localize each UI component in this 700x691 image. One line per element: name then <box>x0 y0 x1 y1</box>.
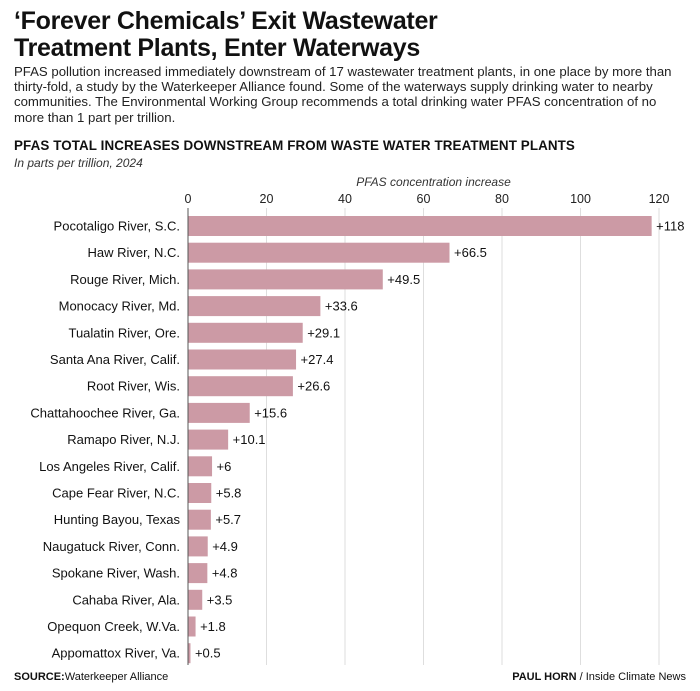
credit-author: PAUL HORN <box>512 671 577 683</box>
category-label: Cahaba River, Ala. <box>72 592 180 607</box>
value-label: +33.6 <box>325 299 358 314</box>
category-label: Root River, Wis. <box>87 379 180 394</box>
bar <box>188 216 652 236</box>
bar <box>188 349 297 370</box>
x-tick-label: 60 <box>417 192 431 206</box>
value-label: +0.5 <box>195 646 221 661</box>
category-label: Monocacy River, Md. <box>59 299 180 314</box>
x-tick-label: 80 <box>495 192 509 206</box>
category-label: Tualatin River, Ore. <box>68 325 180 340</box>
bar <box>188 242 450 263</box>
category-label: Cape Fear River, N.C. <box>52 486 180 501</box>
bar <box>188 322 303 343</box>
category-label: Pocotaligo River, S.C. <box>54 219 180 234</box>
category-label: Naugatuck River, Conn. <box>43 539 180 554</box>
value-label: +15.6 <box>254 405 287 420</box>
value-label: +49.5 <box>387 272 420 287</box>
category-label: Spokane River, Wash. <box>52 566 180 581</box>
category-label: Rouge River, Mich. <box>70 272 180 287</box>
value-label: +26.6 <box>297 379 330 394</box>
value-label: +5.7 <box>215 512 241 527</box>
value-label: +27.4 <box>301 352 334 367</box>
chart-title: PFAS TOTAL INCREASES DOWNSTREAM FROM WAS… <box>14 138 575 153</box>
title-line-1: ‘Forever Chemicals’ Exit Wastewater <box>14 7 438 35</box>
category-label: Los Angeles River, Calif. <box>39 459 180 474</box>
bar <box>188 643 191 664</box>
value-label: +5.8 <box>216 486 242 501</box>
bar <box>188 589 203 610</box>
chart-subtitle: In parts per trillion, 2024 <box>14 156 143 170</box>
value-label: +4.9 <box>212 539 238 554</box>
value-label: +10.1 <box>233 432 266 447</box>
value-label: +1.8 <box>200 619 226 634</box>
source-name: Waterkeeper Alliance <box>64 671 169 683</box>
x-tick-label: 100 <box>570 192 591 206</box>
value-label: +4.8 <box>212 566 238 581</box>
category-label: Ramapo River, N.J. <box>67 432 180 447</box>
bar-chart: PFAS concentration increase 0 20 40 60 80 100 1… <box>30 175 684 665</box>
bar <box>188 509 211 530</box>
x-tick-label: 40 <box>338 192 352 206</box>
intro-text: PFAS pollution increased immediately dow… <box>14 64 672 125</box>
category-label: Chattahoochee River, Ga. <box>30 405 180 420</box>
bar <box>188 429 229 450</box>
category-label: Santa Ana River, Calif. <box>50 352 180 367</box>
page-title: ‘Forever Chemicals’ Exit Wastewater Trea… <box>14 8 694 62</box>
value-label: +6 <box>217 459 232 474</box>
value-label: +3.5 <box>207 592 233 607</box>
bar <box>188 269 383 290</box>
bar <box>188 616 196 637</box>
category-label: Opequon Creek, W.Va. <box>47 619 180 634</box>
bar <box>188 563 208 584</box>
x-tick-label: 120 <box>649 192 670 206</box>
category-label: Haw River, N.C. <box>88 245 180 260</box>
x-axis-label: PFAS concentration increase <box>356 175 511 189</box>
bar <box>188 483 212 503</box>
x-tick-label: 20 <box>260 192 274 206</box>
category-label: Hunting Bayou, Texas <box>54 512 181 527</box>
value-label: +29.1 <box>307 325 340 340</box>
x-tick-label: 0 <box>185 192 192 206</box>
bar <box>188 536 208 557</box>
credit-note: PAUL HORN / Inside Climate News <box>512 671 686 683</box>
bar <box>188 456 213 477</box>
category-label: Appomattox River, Va. <box>52 646 180 661</box>
bar <box>188 296 321 317</box>
title-line-2: Treatment Plants, Enter Waterways <box>14 34 420 62</box>
source-note: SOURCE:Waterkeeper Alliance <box>14 671 168 683</box>
value-label: +66.5 <box>454 245 487 260</box>
bar <box>188 376 293 397</box>
credit-publication: / Inside Climate News <box>576 671 686 683</box>
bar <box>188 402 250 423</box>
value-label: +118 <box>656 219 684 234</box>
source-label: SOURCE: <box>14 671 65 683</box>
